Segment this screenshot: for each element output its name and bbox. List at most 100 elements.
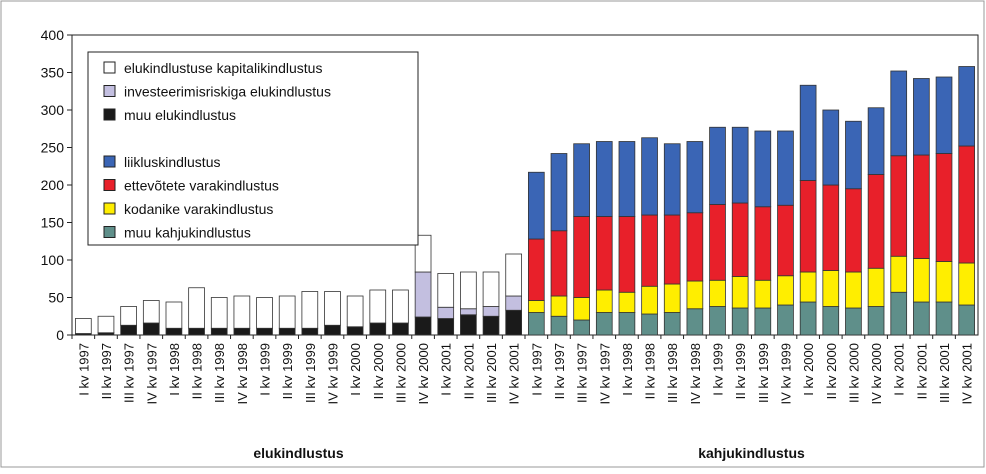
bar-segment: [142, 322, 160, 336]
bar-segment: [663, 312, 681, 336]
bar-segment: [278, 327, 296, 336]
x-tick-label: II kv 1998: [643, 343, 658, 399]
bar-segment: [709, 279, 726, 307]
bar-segment: [799, 84, 817, 181]
bar-segment: [460, 314, 477, 336]
bar-segment: [958, 262, 976, 306]
bar-segment: [686, 141, 704, 214]
bar-segment: [527, 238, 545, 301]
bar-segment: [913, 154, 930, 259]
x-tick-label: III kv 2000: [846, 343, 861, 403]
legend-label: elukindlustuse kapitalikindlustus: [124, 60, 322, 76]
bar-segment: [935, 153, 953, 262]
x-tick-label: III kv 1998: [212, 343, 227, 403]
bar-segment: [890, 291, 908, 336]
legend-swatch: [103, 226, 116, 238]
x-tick-label: III kv 1998: [665, 343, 680, 403]
legend-label: investeerimisriskiga elukindlustus: [124, 84, 331, 100]
bar-segment: [595, 312, 613, 336]
legend-label: muu kahjukindlustus: [124, 225, 251, 241]
bar-segment: [663, 283, 681, 313]
bar-segment: [233, 327, 251, 336]
legend-swatch: [103, 85, 116, 97]
x-tick-label: III kv 1997: [122, 343, 137, 403]
bar-segment: [686, 212, 704, 282]
y-tick-label: 150: [41, 215, 65, 231]
legend-label: kodanike varakindlustus: [124, 201, 273, 217]
bar-segment: [686, 280, 704, 310]
group-label: kahjukindlustus: [698, 445, 805, 461]
x-tick-label: III kv 2001: [484, 343, 499, 403]
x-tick-label: IV kv 1997: [597, 343, 612, 404]
bar-segment: [346, 295, 364, 328]
bar-segment: [958, 66, 976, 147]
bar-segment: [777, 130, 794, 206]
bar-segment: [460, 308, 477, 316]
x-tick-label: I kv 2001: [439, 343, 454, 396]
y-tick-label: 400: [41, 27, 65, 43]
legend-box: [87, 51, 419, 246]
bar-segment: [505, 295, 523, 311]
bar-segment: [527, 300, 545, 313]
legend-swatch: [103, 155, 116, 168]
bar-segment: [165, 327, 183, 336]
bar-segment: [74, 318, 92, 334]
bar-segment: [845, 307, 862, 336]
bar-segment: [392, 289, 409, 324]
x-tick-label: I kv 1998: [167, 343, 182, 396]
bar-segment: [188, 287, 205, 329]
bar-segment: [550, 315, 568, 336]
bar-segment: [256, 327, 273, 336]
bar-segment: [663, 214, 681, 285]
x-tick-label: II kv 1998: [190, 343, 205, 399]
x-tick-label: I kv 1997: [529, 343, 544, 396]
legend-label: ettevõtete varakindlustus: [124, 178, 279, 194]
x-tick-label: II kv 1999: [733, 343, 748, 399]
x-tick-label: I kv 2000: [801, 343, 816, 396]
bar-segment: [731, 307, 749, 336]
x-tick-label: II kv 1999: [280, 343, 295, 399]
bar-segment: [301, 291, 319, 329]
bar-segment: [369, 289, 387, 324]
bar-segment: [437, 273, 455, 308]
x-tick-label: IV kv 2000: [869, 343, 884, 404]
x-tick-label: I kv 2001: [892, 343, 907, 396]
bar-segment: [641, 214, 658, 287]
bar-segment: [913, 301, 930, 336]
bar-segment: [527, 312, 545, 336]
bar-segment: [935, 76, 953, 154]
bar-segment: [97, 315, 115, 334]
y-tick-label: 50: [48, 290, 64, 306]
bar-segment: [709, 204, 726, 281]
legend-swatch: [103, 108, 116, 121]
x-tick-label: II kv 2000: [824, 343, 839, 399]
bar-segment: [595, 216, 613, 291]
x-tick-label: I kv 1999: [258, 343, 273, 396]
x-tick-label: II kv 1997: [552, 343, 567, 399]
bar-segment: [437, 318, 455, 336]
bar-segment: [641, 137, 658, 216]
bar-segment: [686, 308, 704, 336]
x-tick-label: II kv 2000: [371, 343, 386, 399]
bar-segment: [822, 184, 840, 271]
y-tick-label: 200: [41, 177, 65, 193]
x-tick-label: III kv 1999: [303, 343, 318, 403]
bar-segment: [777, 204, 794, 277]
bar-segment: [414, 316, 432, 336]
bar-segment: [958, 304, 976, 336]
bar-segment: [867, 306, 885, 336]
bar-segment: [777, 275, 794, 306]
bar-segment: [210, 327, 228, 336]
bar-segment: [460, 271, 477, 310]
bar-segment: [799, 180, 817, 273]
x-tick-label: II kv 1997: [99, 343, 114, 399]
x-tick-label: I kv 1998: [620, 343, 635, 396]
bar-segment: [278, 295, 296, 329]
bar-segment: [731, 276, 749, 309]
bar-segment: [754, 130, 772, 208]
y-tick-label: 250: [41, 140, 65, 156]
bar-segment: [142, 300, 160, 324]
bar-segment: [754, 279, 772, 309]
bar-segment: [822, 270, 840, 307]
bar-segment: [527, 171, 545, 240]
